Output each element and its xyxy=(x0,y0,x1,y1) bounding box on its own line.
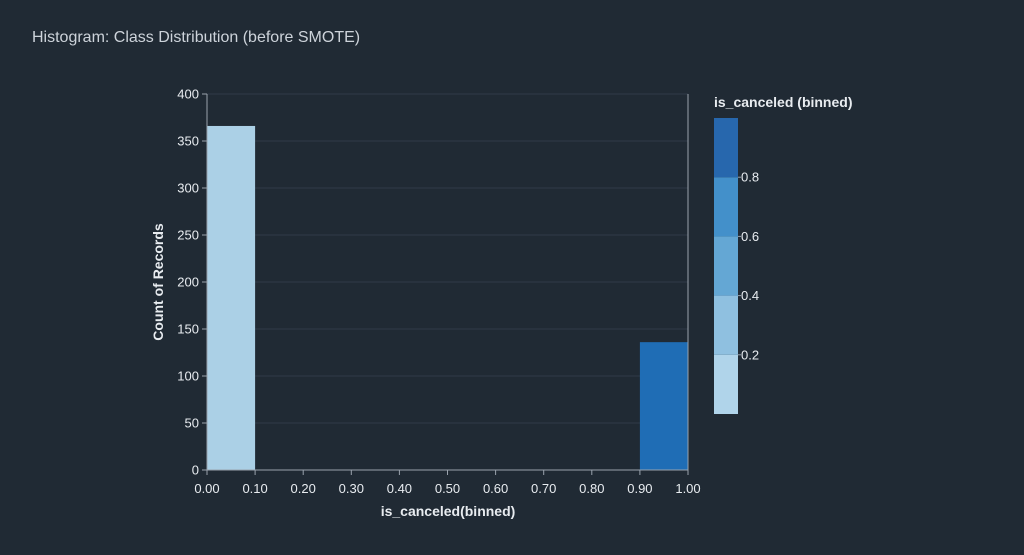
legend-label: 0.8 xyxy=(741,170,759,185)
y-tick-label: 300 xyxy=(177,181,199,196)
y-tick-label: 50 xyxy=(185,416,199,431)
legend-label: 0.2 xyxy=(741,347,759,362)
legend-swatch xyxy=(714,177,738,237)
legend-label: 0.4 xyxy=(741,288,759,303)
x-tick-label: 0.60 xyxy=(483,481,508,496)
x-axis-title: is_canceled(binned) xyxy=(381,503,516,519)
y-tick-label: 200 xyxy=(177,275,199,290)
y-tick-label: 400 xyxy=(177,87,199,102)
x-tick-label: 0.10 xyxy=(242,481,267,496)
legend-title: is_canceled (binned) xyxy=(714,94,852,110)
histogram-bar[interactable] xyxy=(207,125,256,471)
legend-swatch xyxy=(714,118,738,178)
bars xyxy=(207,125,688,471)
y-tick-label: 350 xyxy=(177,134,199,149)
page-title: Histogram: Class Distribution (before SM… xyxy=(32,29,361,46)
x-tick-label: 0.20 xyxy=(291,481,316,496)
x-tick-label: 0.00 xyxy=(194,481,219,496)
y-tick-label: 150 xyxy=(177,322,199,337)
y-tick-label: 100 xyxy=(177,369,199,384)
x-tick-label: 1.00 xyxy=(675,481,700,496)
x-tick-label: 0.50 xyxy=(435,481,460,496)
x-tick-label: 0.80 xyxy=(579,481,604,496)
legend-swatch xyxy=(714,236,738,296)
x-tick-label: 0.40 xyxy=(387,481,412,496)
legend: is_canceled (binned) 0.2 0.4 0.6 0.8 xyxy=(714,94,852,414)
legend-swatch xyxy=(714,295,738,355)
x-tick-label: 0.70 xyxy=(531,481,556,496)
x-tick-label: 0.90 xyxy=(627,481,652,496)
axes: 0 50 100 150 200 250 300 350 400 0.00 0.10 0.20 0.30… xyxy=(177,87,700,497)
gridlines xyxy=(207,93,688,424)
y-axis-title: Count of Records xyxy=(150,223,166,341)
legend-label: 0.6 xyxy=(741,229,759,244)
y-tick-label: 0 xyxy=(192,463,199,478)
x-tick-label: 0.30 xyxy=(339,481,364,496)
y-tick-label: 250 xyxy=(177,228,199,243)
histogram-bar[interactable] xyxy=(639,342,688,470)
legend-swatch xyxy=(714,354,738,414)
